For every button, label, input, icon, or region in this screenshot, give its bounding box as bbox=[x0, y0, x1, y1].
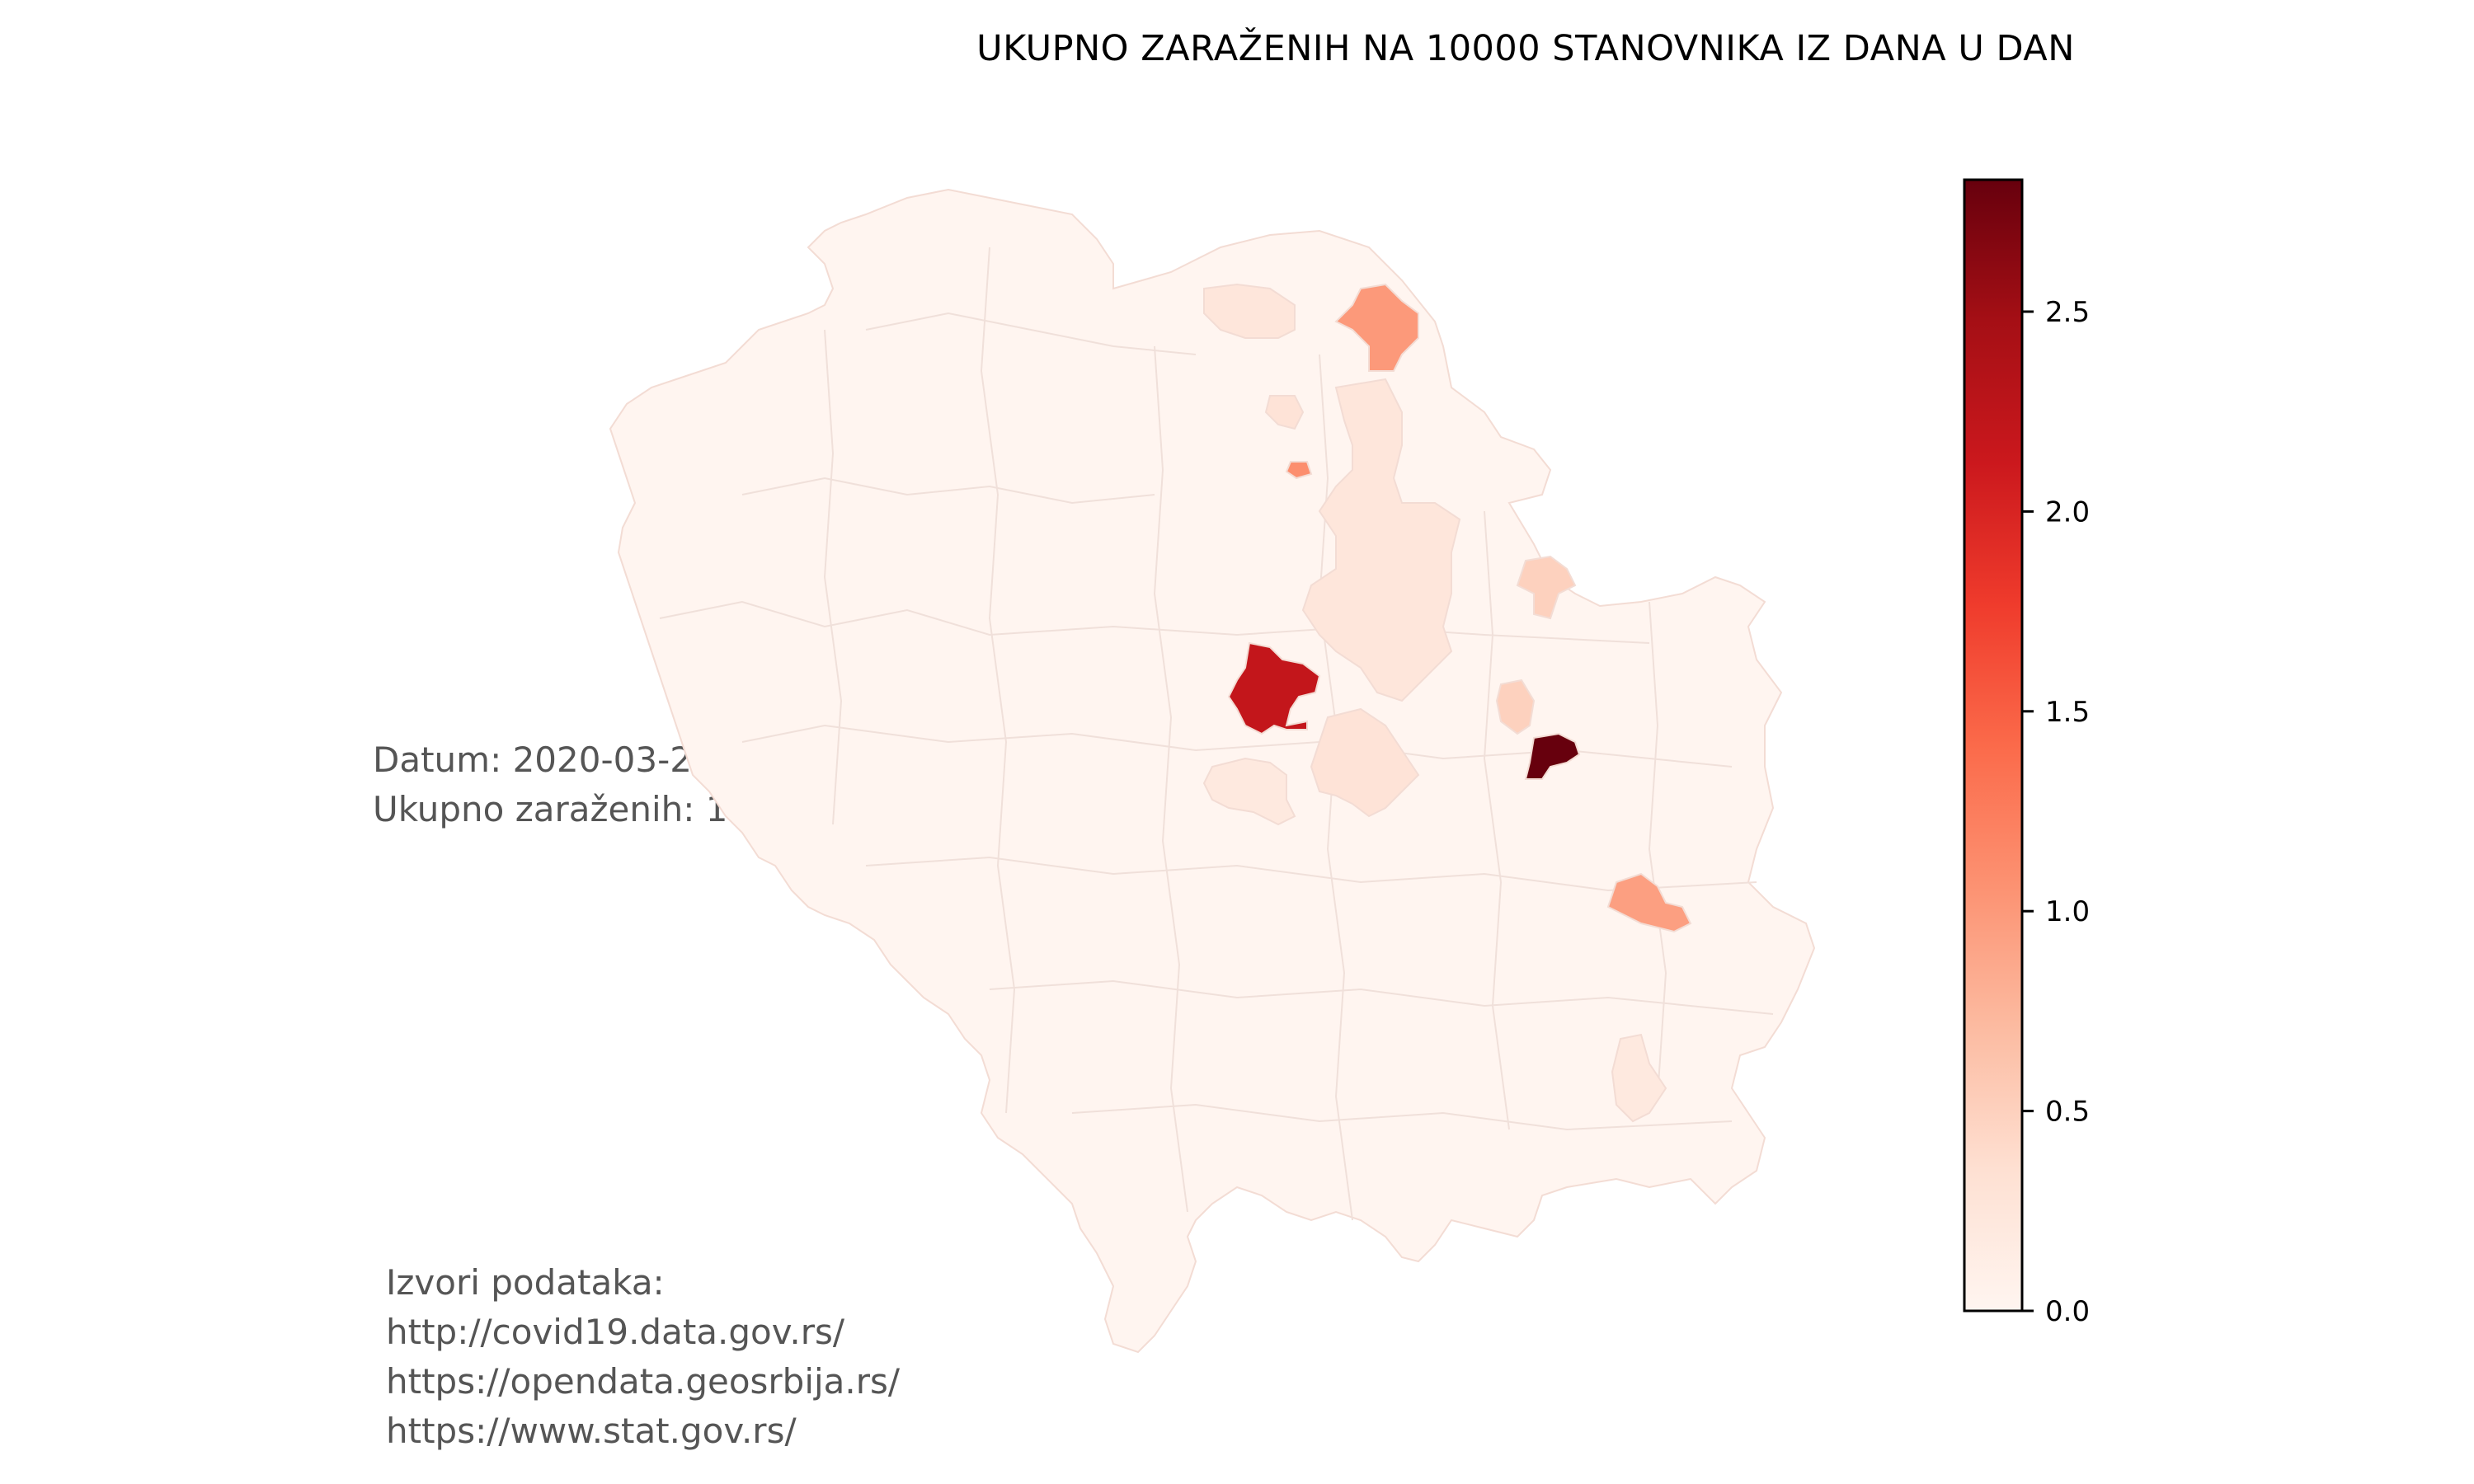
sources-box: Izvori podataka: http://covid19.data.gov… bbox=[386, 1258, 900, 1456]
region-south-center bbox=[1310, 707, 1420, 818]
colorbar-ticks: 0.0 0.5 1.0 1.5 2.0 2.5 bbox=[2022, 296, 2090, 1328]
region-central bbox=[1301, 378, 1461, 702]
source-link-covid19[interactable]: http://covid19.data.gov.rs/ bbox=[386, 1312, 844, 1352]
colorbar-tick-label: 2.5 bbox=[2045, 296, 2090, 329]
region-center-b bbox=[1495, 679, 1536, 735]
total-infected-label: Ukupno zaraženih: 135 bbox=[373, 789, 772, 829]
map-title: UKUPNO ZARAŽENIH NA 10000 STANOVNIKA IZ … bbox=[976, 28, 2075, 69]
region-small-b bbox=[1285, 461, 1313, 480]
sources-heading: Izvori podataka: bbox=[386, 1262, 665, 1303]
region-south-west bbox=[1202, 757, 1296, 826]
source-link-stat[interactable]: https://www.stat.gov.rs/ bbox=[386, 1411, 797, 1451]
source-link-geosrbija[interactable]: https://opendata.geosrbija.rs/ bbox=[386, 1361, 901, 1402]
colorbar-tick-label: 2.0 bbox=[2045, 495, 2090, 528]
colorbar: 0.0 0.5 1.0 1.5 2.0 2.5 bbox=[1963, 178, 2090, 1328]
region-south-east bbox=[1606, 872, 1692, 933]
date-label: Datum: 2020-03-20 bbox=[373, 740, 714, 780]
colorbar-tick-label: 1.5 bbox=[2045, 696, 2090, 729]
region-north-west bbox=[1203, 283, 1296, 339]
colorbar-tick-label: 1.0 bbox=[2045, 895, 2090, 928]
colorbar-tick-label: 0.0 bbox=[2045, 1295, 2090, 1328]
region-south bbox=[1611, 1033, 1667, 1123]
colorbar-tick-label: 0.5 bbox=[2045, 1096, 2090, 1129]
region-center-east-hotspot bbox=[1524, 732, 1581, 780]
region-east-a bbox=[1516, 555, 1577, 620]
region-north-east bbox=[1334, 283, 1419, 372]
colorbar-gradient bbox=[1963, 178, 2024, 1313]
region-small-a bbox=[1264, 395, 1305, 430]
info-box: Datum: 2020-03-20 Ukupno zaraženih: 135 bbox=[373, 735, 772, 834]
region-west-hotspot bbox=[1227, 641, 1321, 735]
